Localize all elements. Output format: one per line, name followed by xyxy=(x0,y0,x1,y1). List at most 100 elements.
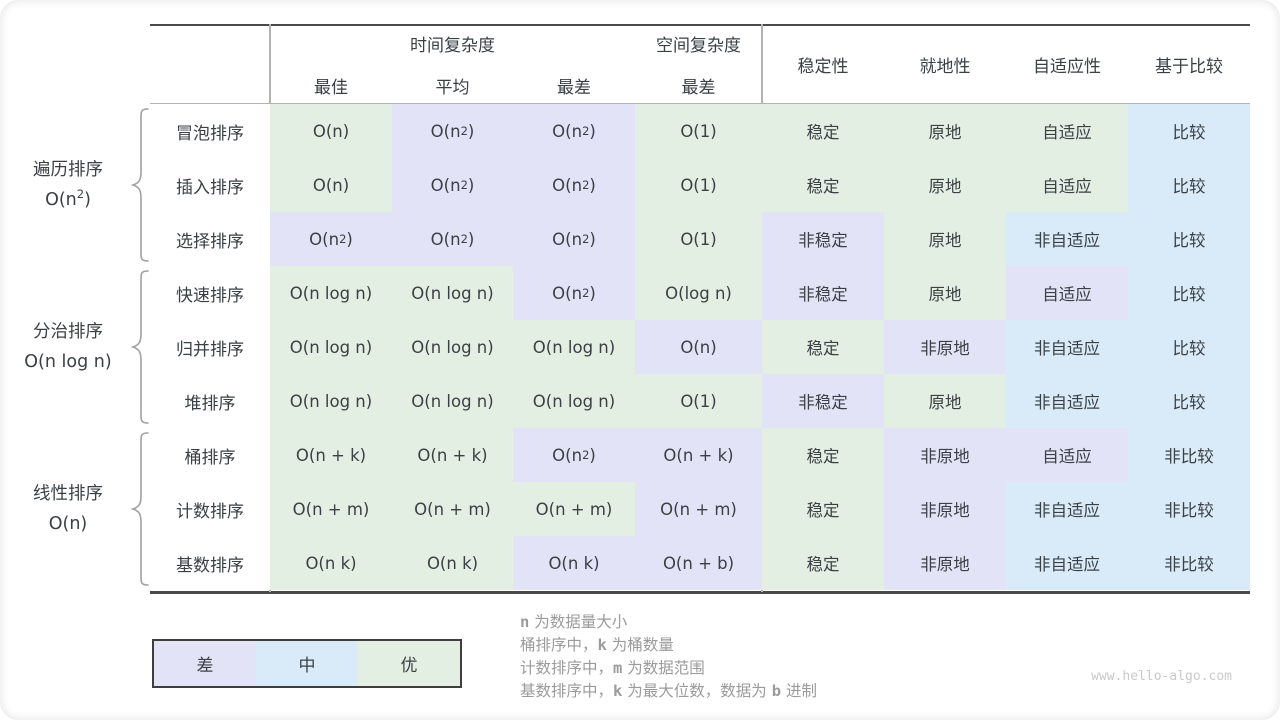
col-header-time-complexity: 时间复杂度 xyxy=(410,36,495,56)
table-cell: O(n + m) xyxy=(513,482,635,536)
table-cell: 非自适应 xyxy=(1006,212,1128,266)
row-label: 堆排序 xyxy=(150,374,270,428)
table-cell: O(n 2) xyxy=(513,428,635,482)
table-cell: O(n k) xyxy=(392,536,513,590)
group-title: 分治排序 xyxy=(33,322,103,342)
header-underline xyxy=(150,103,1250,104)
table-cell: O(n 2) xyxy=(513,266,635,320)
table-cell: O(1) xyxy=(635,104,762,158)
group-label-linear: 线性排序 O(n) xyxy=(6,479,130,539)
table-cell: O(1) xyxy=(635,374,762,428)
table-cell: 稳定 xyxy=(762,482,884,536)
table-cell: 原地 xyxy=(884,104,1006,158)
table-cell: O(n 2) xyxy=(513,212,635,266)
table-cell: 自适应 xyxy=(1006,428,1128,482)
matrix-grid: O(n) O(n 2) O(n 2) O(1) 稳定 原地 自适应 比较 O(n) O(n 2) O(n 2… xyxy=(270,104,1250,590)
table-cell: 非原地 xyxy=(884,320,1006,374)
footnote-line: 基数排序中，k 为最大位数，数据为 b 进制 xyxy=(520,682,817,700)
group-complexity: O(n2) xyxy=(45,187,91,210)
table-cell: O(1) xyxy=(635,212,762,266)
group-label-divide-conquer: 分治排序 O(n log n) xyxy=(6,317,130,377)
table-cell: 原地 xyxy=(884,158,1006,212)
legend-item: 优 xyxy=(358,641,460,686)
table-cell: O(n) xyxy=(635,320,762,374)
table-cell: O(n log n) xyxy=(513,374,635,428)
group-label-traversal: 遍历排序 O(n2) xyxy=(6,155,130,215)
table-cell: O(n 2) xyxy=(270,212,392,266)
table-cell: 非自适应 xyxy=(1006,320,1128,374)
table-cell: 非稳定 xyxy=(762,374,884,428)
row-label: 插入排序 xyxy=(150,158,270,212)
table-cell: O(n 2) xyxy=(513,104,635,158)
legend-item: 中 xyxy=(256,641,358,686)
legend-item: 差 xyxy=(154,641,256,686)
footnote-line: n 为数据量大小 xyxy=(520,613,628,631)
table-cell: O(n 2) xyxy=(392,104,513,158)
table-cell: O(n) xyxy=(270,158,392,212)
table-cell: 非比较 xyxy=(1128,482,1250,536)
table-cell: 非原地 xyxy=(884,428,1006,482)
table-cell: 非自适应 xyxy=(1006,536,1128,590)
table-bottom-rule xyxy=(150,591,1250,594)
table-cell: O(n log n) xyxy=(392,320,513,374)
group-title: 遍历排序 xyxy=(33,160,103,180)
table-cell: 比较 xyxy=(1128,320,1250,374)
table-cell: O(n + m) xyxy=(270,482,392,536)
table-cell: O(n log n) xyxy=(270,374,392,428)
col-header-in-place: 就地性 xyxy=(919,57,971,77)
table-cell: O(n + b) xyxy=(635,536,762,590)
table-cell: O(n k) xyxy=(513,536,635,590)
table-cell: 比较 xyxy=(1128,104,1250,158)
table-cell: O(n 2) xyxy=(392,212,513,266)
table-cell: 稳定 xyxy=(762,428,884,482)
table-cell: O(n + k) xyxy=(392,428,513,482)
table-cell: O(n 2) xyxy=(392,158,513,212)
table-cell: O(n log n) xyxy=(392,266,513,320)
table-cell: 非稳定 xyxy=(762,266,884,320)
table-cell: O(n) xyxy=(270,104,392,158)
group-brace-icon xyxy=(130,432,149,586)
table-cell: 非原地 xyxy=(884,536,1006,590)
row-label: 归并排序 xyxy=(150,320,270,374)
table-cell: 比较 xyxy=(1128,266,1250,320)
row-label: 快速排序 xyxy=(150,266,270,320)
table-cell: 原地 xyxy=(884,266,1006,320)
table-cell: O(n + k) xyxy=(270,428,392,482)
row-label: 冒泡排序 xyxy=(150,104,270,158)
col-subheader-space-worst: 最差 xyxy=(681,78,716,98)
col-subheader-worst: 最差 xyxy=(557,78,591,98)
table-cell: 非比较 xyxy=(1128,536,1250,590)
watermark: www.hello-algo.com xyxy=(1091,669,1232,684)
table-cell: O(n log n) xyxy=(270,266,392,320)
table-cell: 稳定 xyxy=(762,104,884,158)
table-cell: 自适应 xyxy=(1006,266,1128,320)
col-header-space-complexity: 空间复杂度 xyxy=(656,36,741,56)
group-brace-icon xyxy=(130,270,149,424)
table-cell: 自适应 xyxy=(1006,158,1128,212)
table-cell: 稳定 xyxy=(762,320,884,374)
footnote-line: 计数排序中，m 为数据范围 xyxy=(520,659,705,677)
table-cell: 非原地 xyxy=(884,482,1006,536)
col-subheader-best: 最佳 xyxy=(314,78,348,98)
col-header-stability: 稳定性 xyxy=(797,57,849,77)
table-cell: 原地 xyxy=(884,212,1006,266)
table-cell: 非自适应 xyxy=(1006,482,1128,536)
row-label: 计数排序 xyxy=(150,482,270,536)
footnote-line: 桶排序中，k 为桶数量 xyxy=(520,636,674,654)
group-brace-icon xyxy=(130,108,149,262)
table-cell: O(n + k) xyxy=(635,428,762,482)
table-cell: O(n + m) xyxy=(635,482,762,536)
table-cell: 稳定 xyxy=(762,158,884,212)
table-cell: O(1) xyxy=(635,158,762,212)
table-cell: O(n 2) xyxy=(513,158,635,212)
table-cell: O(log n) xyxy=(635,266,762,320)
table-cell: O(n log n) xyxy=(270,320,392,374)
table-cell: O(n k) xyxy=(270,536,392,590)
table-cell: 比较 xyxy=(1128,374,1250,428)
group-title: 线性排序 xyxy=(33,484,103,504)
table-cell: O(n log n) xyxy=(513,320,635,374)
table-cell: 非稳定 xyxy=(762,212,884,266)
row-label: 选择排序 xyxy=(150,212,270,266)
group-complexity: O(n log n) xyxy=(24,352,112,372)
